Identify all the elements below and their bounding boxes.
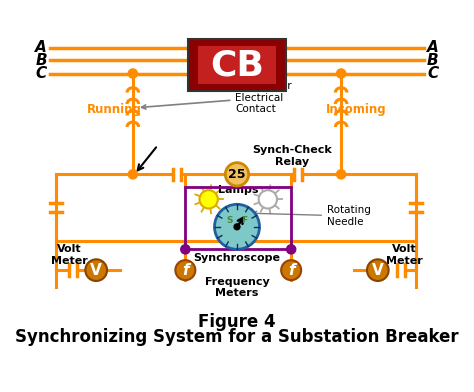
Text: C: C [36,66,47,81]
Text: F: F [241,216,247,225]
Circle shape [259,190,277,209]
Text: S: S [226,216,233,225]
Text: A: A [35,40,47,55]
Text: Synch-Check
Relay: Synch-Check Relay [252,145,332,167]
Text: CB: CB [210,48,264,82]
Text: V: V [91,263,102,278]
Text: Incoming: Incoming [327,103,387,116]
Circle shape [367,260,389,281]
Circle shape [234,224,240,230]
Circle shape [128,69,137,78]
Circle shape [128,170,137,179]
Text: Synchronizing System for a Substation Breaker: Synchronizing System for a Substation Br… [15,328,459,346]
Polygon shape [188,39,286,91]
Circle shape [200,190,218,209]
Text: f: f [288,263,294,278]
Circle shape [181,245,190,254]
Circle shape [225,163,249,186]
Text: Figure 4: Figure 4 [198,313,276,331]
Text: Volt
Meter: Volt Meter [386,244,423,266]
Text: B: B [427,53,438,68]
Text: Rotating
Needle: Rotating Needle [253,205,371,227]
Circle shape [215,204,259,249]
Circle shape [287,245,296,254]
Text: B: B [36,53,47,68]
Circle shape [85,260,107,281]
Circle shape [337,170,346,179]
Text: V: V [372,263,383,278]
Text: Frequency
Meters: Frequency Meters [205,277,269,298]
Text: Lamps: Lamps [218,185,258,195]
Circle shape [337,69,346,78]
Text: 25: 25 [228,168,246,181]
Text: Volt
Meter: Volt Meter [51,244,88,266]
Text: C: C [427,66,438,81]
Polygon shape [198,46,276,84]
Text: Running: Running [87,103,142,116]
Text: A: A [427,40,439,55]
Circle shape [281,260,301,280]
Circle shape [175,260,195,280]
Text: Synchroscope: Synchroscope [193,253,281,263]
Text: f: f [182,263,189,278]
Text: Symbol for
Electrical
Contact: Symbol for Electrical Contact [142,81,292,114]
